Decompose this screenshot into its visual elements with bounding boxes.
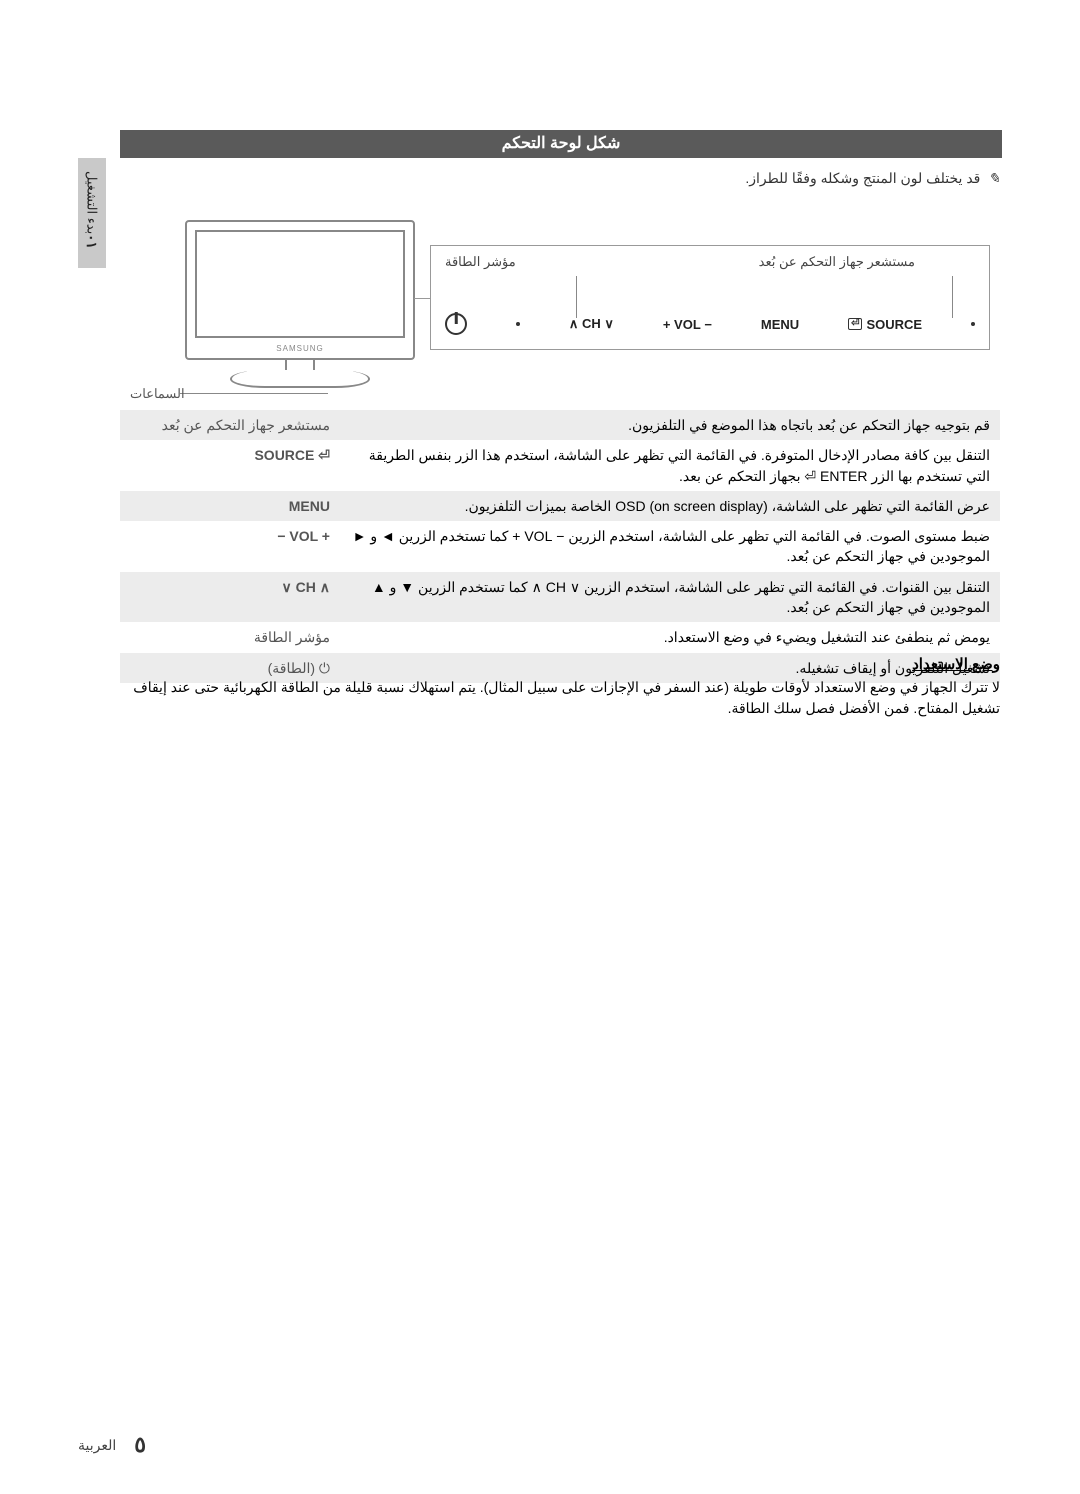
connector-line — [414, 298, 430, 299]
source-button: SOURCE⏎ — [848, 317, 922, 332]
note-line: ✎ قد يختلف لون المنتج وشكله وفقًا للطراز… — [745, 170, 1000, 187]
standby-title: وضع الاستعداد — [120, 655, 1000, 673]
power-button — [445, 313, 467, 335]
footer-lang: العربية — [78, 1437, 116, 1454]
row-key: MENU — [120, 491, 340, 521]
controls-table: قم بتوجيه جهاز التحكم عن بُعد باتجاه هذا… — [120, 410, 1000, 683]
table-row: ضبط مستوى الصوت. في القائمة التي تظهر عل… — [120, 521, 1000, 572]
pencil-icon: ✎ — [988, 170, 1000, 186]
row-key: − VOL + — [120, 521, 340, 572]
speaker-leader-line — [180, 393, 328, 394]
row-key: SOURCE ⏎ — [120, 440, 340, 491]
standby-section: وضع الاستعداد لا تترك الجهاز في وضع الاس… — [120, 655, 1000, 719]
sensor-dot — [971, 322, 975, 326]
callout-line-sensor — [576, 276, 577, 318]
section-header: شكل لوحة التحكم — [120, 130, 1002, 158]
table-row: قم بتوجيه جهاز التحكم عن بُعد باتجاه هذا… — [120, 410, 1000, 440]
speakers-label: السماعات — [130, 386, 185, 402]
row-desc: عرض القائمة التي تظهر على الشاشة، (OSD (… — [340, 491, 1000, 521]
row-key: ∨ CH ∧ — [120, 572, 340, 623]
source-icon: ⏎ — [848, 318, 862, 330]
row-desc: يومض ثم ينطفئ عند التشغيل ويضيء في وضع ا… — [340, 622, 1000, 652]
control-panel-box: مؤشر الطاقة مستشعر جهاز التحكم عن بُعد S… — [430, 245, 990, 350]
table-row: يومض ثم ينطفئ عند التشغيل ويضيء في وضع ا… — [120, 622, 1000, 652]
figure: SAMSUNG السماعات مؤشر الطاقة مستشعر جهاز… — [130, 210, 1000, 420]
tv-logo: SAMSUNG — [187, 344, 413, 353]
side-tab: ٠١ بدء التشغيل — [78, 158, 106, 268]
callout-line-power — [952, 276, 953, 318]
power-indicator-label: مؤشر الطاقة — [445, 254, 516, 270]
standby-text: لا تترك الجهاز في وضع الاستعداد لأوقات ط… — [120, 677, 1000, 719]
row-desc: ضبط مستوى الصوت. في القائمة التي تظهر عل… — [340, 521, 1000, 572]
table-row: التنقل بين القنوات. في القائمة التي تظهر… — [120, 572, 1000, 623]
tv-illustration: SAMSUNG — [185, 220, 415, 405]
table-row: التنقل بين كافة مصادر الإدخال المتوفرة. … — [120, 440, 1000, 491]
power-icon — [445, 313, 467, 335]
row-desc: التنقل بين القنوات. في القائمة التي تظهر… — [340, 572, 1000, 623]
vol-button: − VOL + — [663, 317, 712, 332]
remote-sensor-label: مستشعر جهاز التحكم عن بُعد — [759, 254, 915, 270]
ch-button: ∨ CH ∧ — [569, 316, 614, 332]
table-row: عرض القائمة التي تظهر على الشاشة، (OSD (… — [120, 491, 1000, 521]
note-text: قد يختلف لون المنتج وشكله وفقًا للطراز. — [745, 170, 980, 186]
led-dot — [516, 322, 520, 326]
row-key: مؤشر الطاقة — [120, 622, 340, 652]
panel-button-row: SOURCE⏎ MENU − VOL + ∨ CH ∧ — [445, 313, 975, 335]
page-footer: ٥ العربية — [78, 1432, 146, 1458]
menu-button: MENU — [761, 317, 799, 332]
side-tab-number: ٠١ — [84, 234, 100, 249]
row-desc: قم بتوجيه جهاز التحكم عن بُعد باتجاه هذا… — [340, 410, 1000, 440]
side-tab-label: بدء التشغيل — [85, 171, 100, 234]
row-key: مستشعر جهاز التحكم عن بُعد — [120, 410, 340, 440]
page-number: ٥ — [134, 1432, 146, 1458]
row-desc: التنقل بين كافة مصادر الإدخال المتوفرة. … — [340, 440, 1000, 491]
